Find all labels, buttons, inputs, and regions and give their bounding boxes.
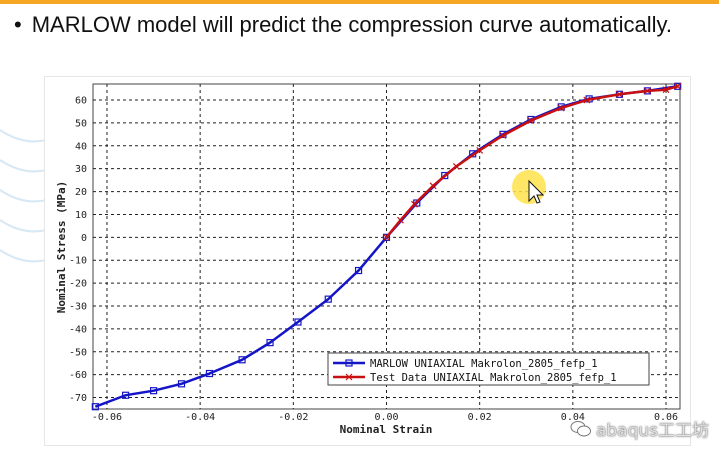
test-data-point (397, 216, 404, 224)
marlow-data-point (177, 380, 186, 388)
legend-box (327, 352, 650, 386)
cursor (512, 170, 546, 204)
wechat-icon (570, 420, 591, 436)
y-tick-label: 40 (75, 141, 87, 152)
test-data-point (476, 146, 484, 154)
series-layer (91, 82, 682, 411)
watermark-text: abaqus工工坊 (595, 421, 709, 441)
x-tick-label: -0.02 (278, 412, 308, 423)
slide-title: • MARLOW model will predict the compressi… (14, 12, 672, 38)
x-tick-label: -0.06 (92, 412, 122, 423)
y-tick-label: 10 (75, 210, 87, 221)
test-data-point (527, 117, 535, 125)
y-tick-label: 0 (81, 233, 87, 244)
title-text: MARLOW model will predict the compressio… (31, 12, 672, 37)
y-tick-label: -70 (69, 393, 87, 404)
y-axis-label: Nominal Stress (MPa) (55, 181, 68, 313)
x-tick-label: 0.06 (654, 412, 678, 423)
y-tick-label: -20 (69, 279, 87, 290)
test-data-point (557, 104, 565, 112)
test-data-point (643, 87, 651, 95)
grid-lines (93, 84, 680, 409)
legend-marker-test (345, 373, 353, 381)
marlow-data-point (266, 339, 274, 347)
x-tick-label: -0.04 (185, 412, 215, 423)
y-tick-label: -10 (69, 256, 87, 267)
y-tick-label: 60 (75, 96, 87, 107)
watermark: abaqus工工坊 (570, 416, 709, 441)
legend-label-test: Test Data UNIAXIAL Makrolon_2805_fefp_1 (370, 372, 617, 384)
axis-ticks: -0.06 -0.04 -0.02 0.00 0.02 0.04 0.06 60 50 40 30 2… (69, 96, 678, 423)
marlow-data-point (238, 356, 246, 364)
marlow-data-point (354, 266, 363, 275)
test-data-point (452, 162, 460, 170)
legend-label-marlow: MARLOW UNIAXIAL Makrolon_2805_fefp_1 (370, 358, 598, 370)
test-data-point (429, 182, 437, 190)
test-data-point (583, 96, 591, 104)
y-tick-label: -30 (69, 302, 87, 313)
legend-marker-marlow (345, 359, 353, 367)
x-tick-label: 0.04 (561, 412, 585, 423)
y-tick-label: 50 (75, 118, 87, 129)
marlow-data-point (149, 387, 158, 395)
top-accent-rule (0, 0, 719, 4)
x-tick-label: 0.00 (374, 412, 398, 423)
mouse-pointer-icon (528, 179, 545, 204)
plot-panel: -0.06 -0.04 -0.02 0.00 0.02 0.04 0.06 60 50 40 30 2… (44, 76, 691, 446)
y-tick-label: 30 (75, 164, 87, 175)
title-bullet: • (14, 12, 22, 37)
stress-strain-chart: -0.06 -0.04 -0.02 0.00 0.02 0.04 0.06 60 50 40 30 2… (55, 82, 682, 436)
marlow-data-point (294, 318, 302, 326)
marlow-data-point (205, 369, 214, 378)
x-axis-label: Nominal Strain (340, 423, 433, 436)
marlow-data-point (324, 295, 332, 303)
y-tick-label: -60 (69, 370, 87, 381)
test-data-point (499, 132, 507, 139)
test-data-point (411, 200, 418, 208)
test-data-point (383, 233, 390, 241)
x-tick-label: 0.02 (468, 412, 492, 423)
legend: MARLOW UNIAXIAL Makrolon_2805_fefp_1 Tes… (327, 352, 650, 386)
test-data-point (662, 86, 670, 94)
marlow-data-point (122, 391, 130, 399)
test-data-point (674, 82, 682, 90)
marlow-data-point (91, 403, 99, 411)
y-tick-label: -40 (69, 324, 87, 335)
y-tick-label: 20 (75, 187, 87, 198)
marlow-data-point (382, 233, 391, 241)
series-line-test (385, 85, 679, 239)
marlow-data-point (441, 171, 449, 180)
test-data-point (616, 90, 623, 98)
y-tick-label: -50 (69, 347, 87, 358)
